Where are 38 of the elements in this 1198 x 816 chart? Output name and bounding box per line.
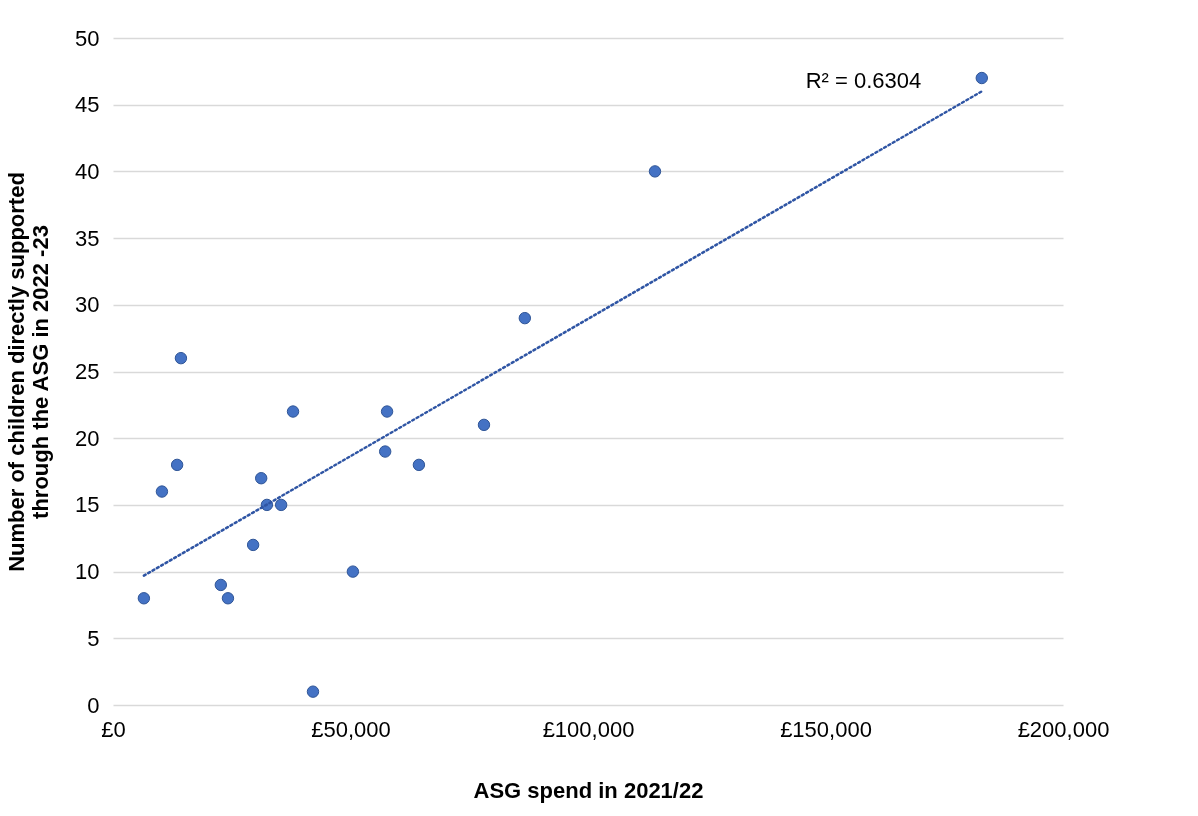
y-tick-label: 0 bbox=[87, 692, 100, 718]
point bbox=[246, 538, 260, 552]
point bbox=[174, 351, 188, 365]
point bbox=[648, 165, 662, 178]
point bbox=[170, 458, 184, 472]
y-tick-label: 50 bbox=[75, 25, 100, 51]
annotation: R² = 0.6304 bbox=[805, 68, 922, 94]
y-tick-label: 15 bbox=[75, 492, 100, 518]
point bbox=[306, 685, 320, 698]
point bbox=[274, 498, 288, 512]
y-tick-label: 5 bbox=[87, 625, 100, 651]
y-tick-label: 10 bbox=[75, 559, 100, 585]
point bbox=[378, 445, 392, 458]
y-tick-label: 35 bbox=[75, 225, 100, 251]
y-tick-label: 45 bbox=[75, 92, 100, 118]
y-tick-label: 40 bbox=[75, 158, 100, 184]
point bbox=[346, 565, 360, 578]
x-tick-label: £50,000 bbox=[311, 716, 391, 742]
point bbox=[380, 405, 394, 418]
x-axis-title: ASG spend in 2021/22 bbox=[473, 777, 704, 803]
x-tick-label: £100,000 bbox=[542, 716, 635, 742]
y-tick-label: 30 bbox=[75, 292, 100, 318]
point bbox=[518, 311, 532, 325]
point bbox=[155, 485, 169, 498]
point bbox=[221, 592, 235, 605]
x-tick-label: £150,000 bbox=[780, 716, 872, 742]
y-axis-title: Number of children directly supported through the ASG in 2022 -23 bbox=[4, 172, 54, 572]
point bbox=[477, 418, 491, 432]
point bbox=[286, 405, 300, 418]
y-tick-label: 20 bbox=[75, 425, 100, 451]
point bbox=[412, 458, 426, 472]
y-tick-label: 25 bbox=[75, 359, 100, 384]
x-tick-label: £200,000 bbox=[1017, 716, 1110, 742]
point bbox=[255, 472, 268, 485]
point bbox=[975, 71, 988, 85]
point bbox=[137, 592, 151, 605]
point bbox=[214, 578, 228, 592]
x-tick-label: £0 bbox=[101, 716, 126, 742]
